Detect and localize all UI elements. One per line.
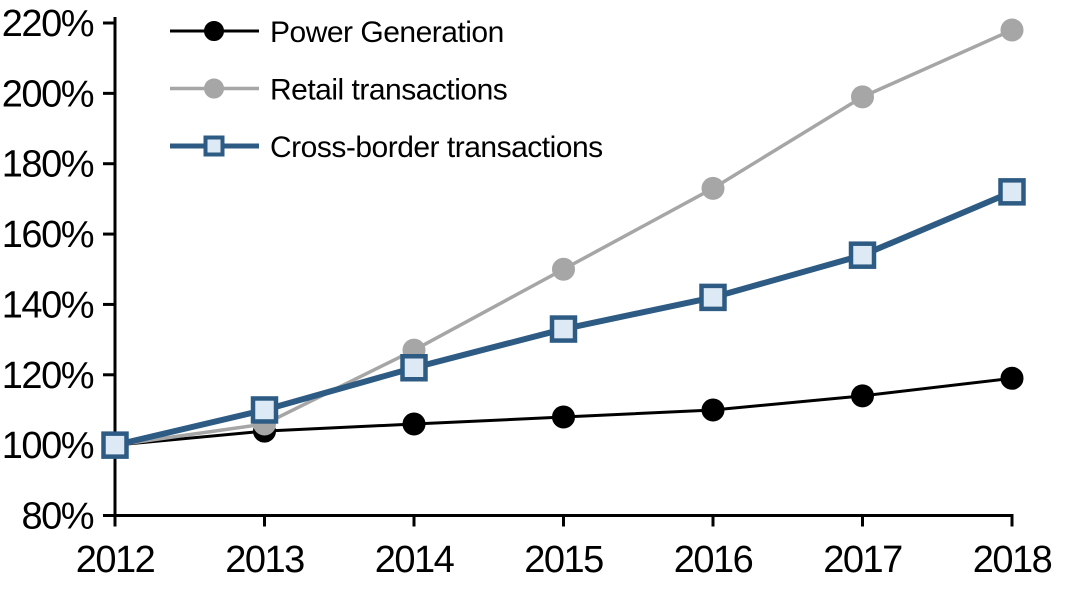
y-tick-label: 80% xyxy=(21,496,93,538)
y-tick-label: 220% xyxy=(2,3,94,45)
series-line-retail-transactions xyxy=(113,28,1014,447)
legend-marker-power-generation xyxy=(204,21,224,41)
y-tick-label: 120% xyxy=(2,355,94,397)
legend-label-cross-border-transactions: Cross-border transactions xyxy=(270,131,603,164)
data-point-retail-transactions-2018 xyxy=(1000,18,1024,42)
y-tick-label: 100% xyxy=(2,425,94,467)
data-point-power-generation-2017 xyxy=(851,384,874,408)
x-tick-label: 2017 xyxy=(823,539,902,581)
x-tick-label: 2016 xyxy=(674,539,753,581)
x-tick-label: 2012 xyxy=(76,539,155,581)
x-tick-label: 2015 xyxy=(524,539,603,581)
data-point-cross-border-transactions-2017 xyxy=(848,241,877,269)
legend-label-retail-transactions: Retail transactions xyxy=(270,74,507,107)
data-point-retail-transactions-2016 xyxy=(701,176,725,200)
data-point-cross-border-transactions-2014 xyxy=(400,354,428,382)
legend: Power Generation Retail transactions Cross… xyxy=(170,16,603,164)
y-tick-label: 180% xyxy=(2,144,94,186)
data-point-power-generation-2015 xyxy=(552,405,575,429)
x-tick-label: 2018 xyxy=(973,539,1052,581)
y-tick-label: 200% xyxy=(2,73,94,115)
data-point-retail-transactions-2017 xyxy=(851,85,874,109)
x-tick-label: 2013 xyxy=(225,539,304,581)
data-point-power-generation-2018 xyxy=(1000,366,1024,390)
data-point-retail-transactions-2015 xyxy=(552,257,575,281)
x-tick-label: 2014 xyxy=(375,539,455,581)
legend-marker-retail-transactions xyxy=(204,78,224,99)
legend-marker-cross-border-transactions xyxy=(203,135,225,157)
y-tick-label: 140% xyxy=(2,284,94,326)
data-point-power-generation-2014 xyxy=(402,412,426,436)
legend-label-power-generation: Power Generation xyxy=(270,16,504,49)
y-tick-label: 160% xyxy=(2,214,94,256)
data-point-cross-border-transactions-2016 xyxy=(699,283,727,312)
data-point-cross-border-transactions-2015 xyxy=(549,315,578,343)
data-point-cross-border-transactions-2013 xyxy=(250,396,279,424)
data-point-cross-border-transactions-2018 xyxy=(998,178,1026,206)
data-point-power-generation-2016 xyxy=(701,398,725,422)
data-point-cross-border-transactions-2012 xyxy=(101,431,129,459)
